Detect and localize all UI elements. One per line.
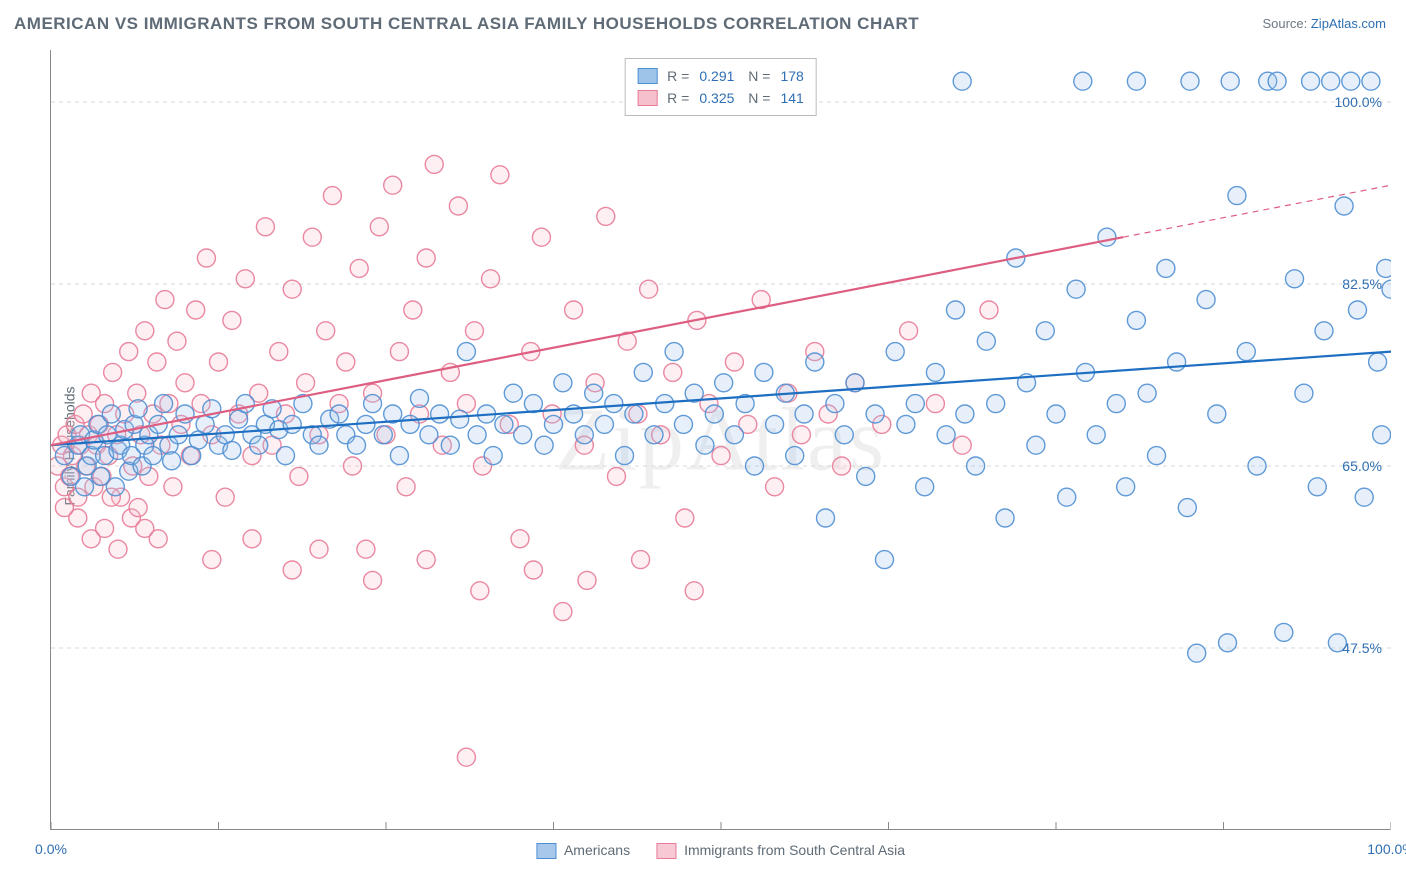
legend-swatch-americans [637,68,657,84]
legend-swatch-immigrants [637,90,657,106]
legend-item-americans: Americans [536,842,630,859]
y-tick-label: 100.0% [1335,94,1382,110]
legend-row-americans: R = 0.291 N = 178 [637,65,804,87]
y-tick-label: 47.5% [1342,640,1382,656]
legend-row-immigrants: R = 0.325 N = 141 [637,87,804,109]
x-tick-label: 0.0% [35,841,67,857]
legend-r-label: R = [667,87,689,109]
y-tick-label: 82.5% [1342,276,1382,292]
legend-label-immigrants: Immigrants from South Central Asia [684,842,905,858]
source-link[interactable]: ZipAtlas.com [1311,16,1386,31]
legend-r-value-americans: 0.291 [699,65,734,87]
y-tick-label: 65.0% [1342,458,1382,474]
legend-label-americans: Americans [564,842,630,858]
correlation-legend: R = 0.291 N = 178 R = 0.325 N = 141 [624,58,817,116]
chart-title: AMERICAN VS IMMIGRANTS FROM SOUTH CENTRA… [14,14,919,34]
legend-r-value-immigrants: 0.325 [699,87,734,109]
legend-n-label: N = [744,87,770,109]
legend-n-value-immigrants: 141 [780,87,803,109]
series-legend: Americans Immigrants from South Central … [536,842,905,859]
legend-swatch-icon [536,843,556,859]
source-prefix: Source: [1262,16,1310,31]
source-attribution: Source: ZipAtlas.com [1262,16,1386,31]
legend-n-value-americans: 178 [780,65,803,87]
legend-swatch-icon [656,843,676,859]
x-tick-label: 100.0% [1367,841,1406,857]
plot-area: ZipAtlas R = 0.291 N = 178 R = 0.325 N =… [50,50,1390,830]
scatter-svg [51,50,1391,830]
legend-item-immigrants: Immigrants from South Central Asia [656,842,905,859]
legend-r-label: R = [667,65,689,87]
legend-n-label: N = [744,65,770,87]
